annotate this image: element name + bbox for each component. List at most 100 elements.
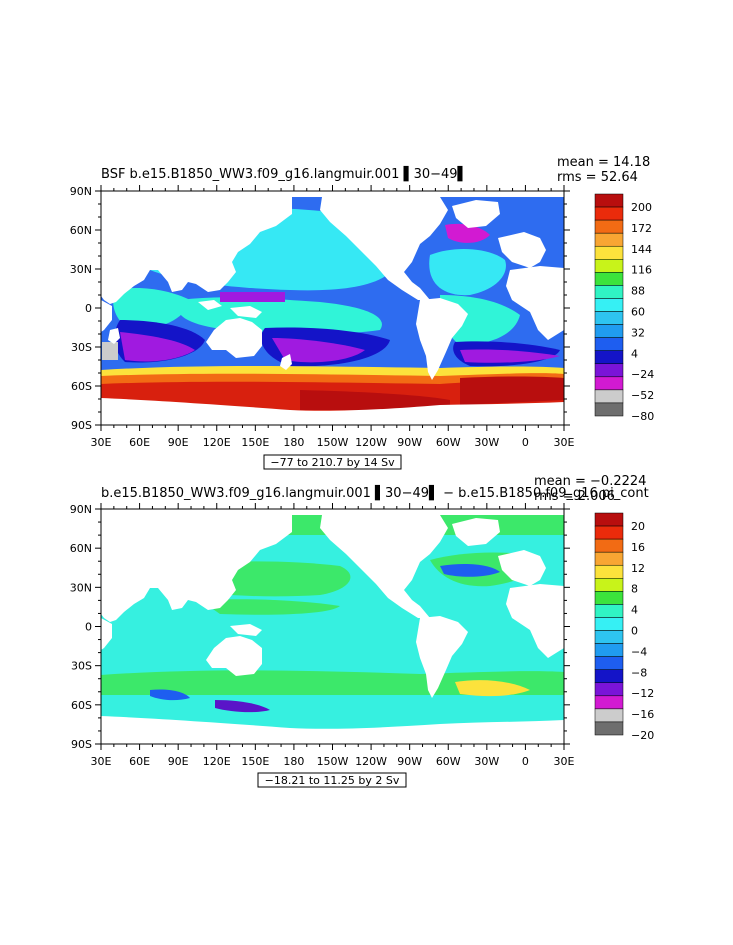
colorbar-swatch <box>594 630 624 644</box>
colorbar-swatch <box>594 389 624 404</box>
colorbar-swatch <box>594 363 624 378</box>
top-colorbar: 200 172 144 116 88 60 32 4 −24 −52 −80 <box>594 193 654 423</box>
top-acc-dark-red <box>300 390 450 410</box>
bottom-acc-green <box>101 670 564 695</box>
colorbar-label: 60 <box>631 306 645 319</box>
colorbar-swatch <box>594 193 624 208</box>
top-south-america <box>416 298 468 380</box>
colorbar-swatch <box>594 324 624 338</box>
bottom-europe <box>498 550 546 586</box>
lon-tick-label: 120W <box>355 755 387 768</box>
top-contour-info-box <box>263 454 402 470</box>
colorbar-label: 32 <box>631 326 645 339</box>
colorbar-swatch <box>594 708 624 723</box>
lat-tick-label: 60S <box>71 699 92 712</box>
colorbar-label: 8 <box>631 583 638 596</box>
top-australia <box>206 318 262 358</box>
colorbar-label: 116 <box>631 264 652 277</box>
colorbar-label: −20 <box>631 729 654 742</box>
top-new-zealand <box>280 354 292 370</box>
lon-tick-label: 90W <box>397 436 422 449</box>
colorbar-label: 12 <box>631 562 645 575</box>
lon-tick-label: 60E <box>129 755 150 768</box>
bottom-colorbar: 20 16 12 8 4 0 −4 −8 −12 −16 −20 <box>594 512 654 742</box>
colorbar-swatch <box>594 525 624 540</box>
bottom-arabia <box>101 562 120 584</box>
colorbar-label: 144 <box>631 243 652 256</box>
lon-tick-label: 30W <box>474 755 499 768</box>
colorbar-swatch <box>594 669 624 684</box>
top-panel: BSF b.e15.B1850_WW3.f09_g16.langmuir.001… <box>70 155 654 470</box>
top-land <box>101 197 564 380</box>
colorbar-label: 88 <box>631 285 645 298</box>
lon-tick-label: 120E <box>203 436 231 449</box>
top-pacific-purple-strip <box>220 292 285 302</box>
top-antarctica <box>101 398 564 425</box>
top-contour-info: −77 to 210.7 by 14 Sv <box>270 456 395 469</box>
bottom-lon-axis: 30E 60E 90E 120E 150E 180 150W 120W 90W 60W 30W 0 30… <box>91 503 575 768</box>
lon-tick-label: 60W <box>436 755 461 768</box>
lon-tick-label: 150W <box>317 755 349 768</box>
lon-tick-label: 30E <box>91 755 112 768</box>
colorbar-label: 16 <box>631 541 645 554</box>
top-arabia <box>101 244 120 266</box>
top-east-africa <box>101 300 112 332</box>
top-north-america <box>320 197 448 300</box>
colorbar-swatch <box>594 272 624 286</box>
colorbar-swatch <box>594 643 624 657</box>
top-new-guinea <box>230 306 262 318</box>
bottom-new-guinea <box>230 624 262 636</box>
lat-tick-label: 0 <box>85 621 92 634</box>
colorbar-swatch <box>594 350 624 365</box>
colorbar-label: 200 <box>631 201 652 214</box>
lat-tick-label: 30S <box>71 660 92 673</box>
bottom-africa <box>506 584 564 658</box>
bottom-south-america <box>416 616 468 698</box>
colorbar-label: 172 <box>631 222 652 235</box>
top-indian-gyre <box>113 288 190 330</box>
colorbar-swatch <box>594 564 624 579</box>
bottom-contour-info: −18.21 to 11.25 by 2 Sv <box>265 774 400 787</box>
bottom-southern-purple <box>215 700 270 713</box>
bottom-rms-label: rms = 2.006 <box>534 489 615 504</box>
lon-tick-label: 30W <box>474 436 499 449</box>
colorbar-swatch <box>594 538 624 553</box>
colorbar-label: −8 <box>631 666 647 679</box>
lon-tick-label: 0 <box>522 436 529 449</box>
colorbar-label: −12 <box>631 687 654 700</box>
colorbar-label: 4 <box>631 347 638 360</box>
colorbar-swatch <box>594 512 624 527</box>
colorbar-swatch <box>594 245 624 260</box>
top-north-atlantic-gyre <box>429 248 506 296</box>
lon-tick-label: 90E <box>168 436 189 449</box>
colorbar-swatch <box>594 682 624 697</box>
colorbar-swatch <box>594 206 624 221</box>
colorbar-label: 0 <box>631 625 638 638</box>
colorbar-swatch <box>594 721 624 736</box>
bottom-greenland <box>452 518 500 546</box>
colorbar-label: 4 <box>631 604 638 617</box>
bottom-panel-title: b.e15.B1850_WW3.f09_g16.langmuir.001 ▌30… <box>101 484 649 501</box>
bottom-east-africa <box>101 618 112 650</box>
bottom-antarctica <box>101 716 564 744</box>
colorbar-swatch <box>594 259 624 273</box>
top-greenland <box>452 200 500 228</box>
lat-tick-label: 30N <box>70 581 92 594</box>
lon-tick-label: 60E <box>129 436 150 449</box>
bottom-pacific-equator-green <box>200 599 340 615</box>
colorbar-swatch <box>594 298 624 312</box>
lat-tick-label: 90S <box>71 419 92 432</box>
colorbar-swatch <box>594 285 624 299</box>
lon-tick-label: 150E <box>241 436 269 449</box>
lon-tick-label: 60W <box>436 436 461 449</box>
lon-tick-label: 30E <box>554 755 575 768</box>
bottom-southern-blue <box>150 689 190 701</box>
colorbar-swatch <box>594 578 624 592</box>
lon-tick-label: 90E <box>168 755 189 768</box>
colorbar-label: 20 <box>631 520 645 533</box>
lat-tick-label: 30S <box>71 341 92 354</box>
bottom-arctic <box>101 509 564 515</box>
colorbar-swatch <box>594 219 624 234</box>
lon-tick-label: 180 <box>283 755 304 768</box>
bottom-map <box>101 509 564 744</box>
